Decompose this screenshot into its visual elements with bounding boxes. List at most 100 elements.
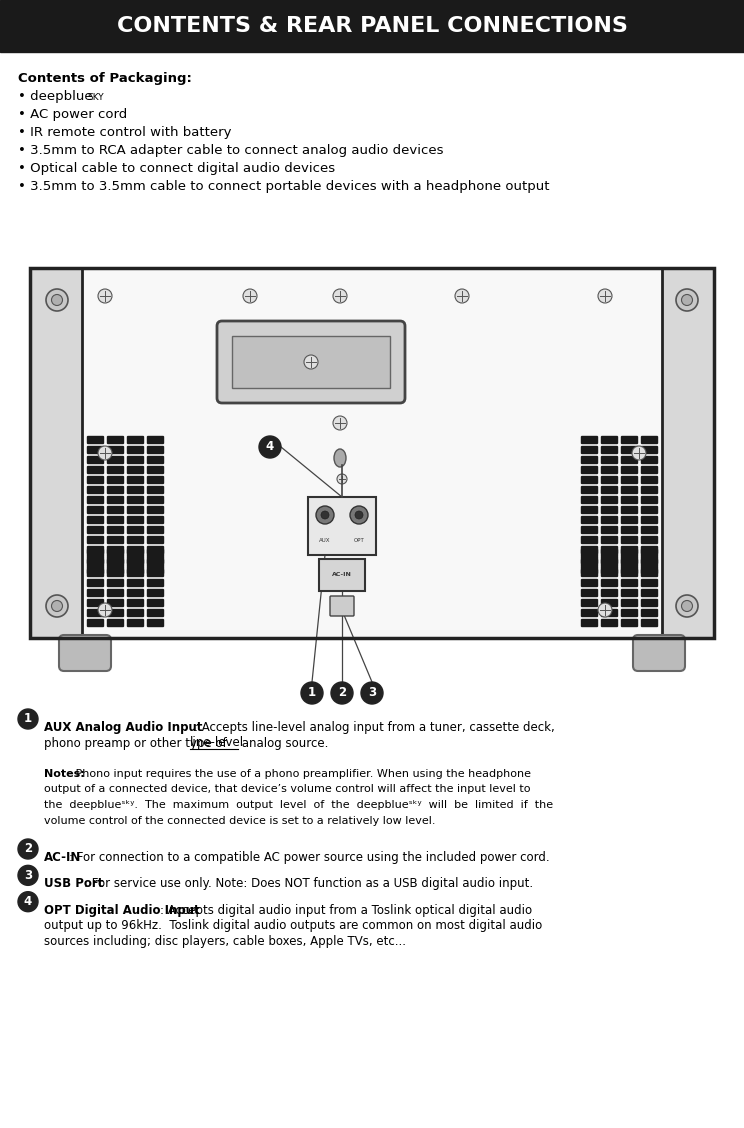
FancyBboxPatch shape	[620, 505, 638, 514]
FancyBboxPatch shape	[620, 435, 638, 444]
FancyBboxPatch shape	[620, 579, 638, 588]
FancyBboxPatch shape	[641, 546, 658, 554]
FancyBboxPatch shape	[620, 609, 638, 617]
FancyBboxPatch shape	[601, 619, 618, 627]
FancyBboxPatch shape	[87, 435, 104, 444]
FancyBboxPatch shape	[107, 609, 124, 617]
FancyBboxPatch shape	[107, 536, 124, 544]
Circle shape	[321, 511, 329, 519]
FancyBboxPatch shape	[581, 579, 598, 588]
FancyBboxPatch shape	[126, 619, 144, 627]
FancyBboxPatch shape	[126, 599, 144, 607]
FancyBboxPatch shape	[126, 558, 144, 567]
FancyBboxPatch shape	[601, 599, 618, 607]
FancyBboxPatch shape	[601, 435, 618, 444]
FancyBboxPatch shape	[641, 599, 658, 607]
FancyBboxPatch shape	[147, 476, 164, 484]
FancyBboxPatch shape	[601, 579, 618, 588]
FancyBboxPatch shape	[126, 589, 144, 597]
FancyBboxPatch shape	[641, 515, 658, 525]
FancyBboxPatch shape	[620, 526, 638, 535]
FancyBboxPatch shape	[87, 549, 104, 557]
FancyBboxPatch shape	[126, 486, 144, 494]
FancyBboxPatch shape	[126, 566, 144, 574]
Text: OPT Digital Audio Input: OPT Digital Audio Input	[44, 904, 199, 917]
Text: USB Port: USB Port	[44, 878, 103, 890]
Text: 3: 3	[368, 687, 376, 699]
Circle shape	[676, 289, 698, 311]
FancyBboxPatch shape	[107, 476, 124, 484]
Circle shape	[18, 892, 38, 911]
Text: 3: 3	[24, 869, 32, 882]
FancyBboxPatch shape	[601, 466, 618, 474]
Circle shape	[355, 511, 363, 519]
FancyBboxPatch shape	[620, 536, 638, 544]
FancyBboxPatch shape	[126, 446, 144, 455]
Text: 1: 1	[308, 687, 316, 699]
FancyBboxPatch shape	[126, 556, 144, 564]
FancyBboxPatch shape	[601, 446, 618, 455]
FancyBboxPatch shape	[126, 579, 144, 588]
Circle shape	[316, 506, 334, 525]
FancyBboxPatch shape	[107, 466, 124, 474]
FancyBboxPatch shape	[620, 476, 638, 484]
FancyBboxPatch shape	[581, 599, 598, 607]
FancyBboxPatch shape	[641, 549, 658, 557]
FancyBboxPatch shape	[601, 486, 618, 494]
Circle shape	[51, 294, 62, 306]
FancyBboxPatch shape	[620, 556, 638, 564]
Circle shape	[455, 289, 469, 303]
FancyBboxPatch shape	[147, 456, 164, 465]
Text: 4: 4	[24, 896, 32, 908]
FancyBboxPatch shape	[641, 466, 658, 474]
FancyBboxPatch shape	[87, 599, 104, 607]
FancyBboxPatch shape	[620, 549, 638, 557]
Text: • 3.5mm to RCA adapter cable to connect analog audio devices: • 3.5mm to RCA adapter cable to connect …	[18, 144, 443, 157]
FancyBboxPatch shape	[107, 486, 124, 494]
FancyBboxPatch shape	[87, 466, 104, 474]
FancyBboxPatch shape	[147, 569, 164, 578]
FancyBboxPatch shape	[87, 536, 104, 544]
FancyBboxPatch shape	[147, 599, 164, 607]
FancyBboxPatch shape	[641, 476, 658, 484]
FancyBboxPatch shape	[147, 556, 164, 564]
Circle shape	[46, 289, 68, 311]
FancyBboxPatch shape	[641, 456, 658, 465]
FancyBboxPatch shape	[601, 526, 618, 535]
Circle shape	[259, 437, 281, 458]
Ellipse shape	[334, 449, 346, 467]
FancyBboxPatch shape	[87, 496, 104, 504]
FancyBboxPatch shape	[147, 549, 164, 557]
FancyBboxPatch shape	[87, 589, 104, 597]
FancyBboxPatch shape	[581, 496, 598, 504]
Circle shape	[361, 682, 383, 704]
FancyBboxPatch shape	[601, 515, 618, 525]
FancyBboxPatch shape	[581, 456, 598, 465]
FancyBboxPatch shape	[581, 558, 598, 567]
FancyBboxPatch shape	[147, 558, 164, 567]
Circle shape	[18, 839, 38, 860]
Circle shape	[46, 594, 68, 617]
Text: analog source.: analog source.	[238, 737, 328, 749]
FancyBboxPatch shape	[126, 546, 144, 554]
FancyBboxPatch shape	[87, 476, 104, 484]
FancyBboxPatch shape	[581, 505, 598, 514]
FancyBboxPatch shape	[581, 546, 598, 554]
FancyBboxPatch shape	[581, 609, 598, 617]
FancyBboxPatch shape	[581, 435, 598, 444]
Text: the  deepblueˢᵏʸ.  The  maximum  output  level  of  the  deepblueˢᵏʸ  will  be  : the deepblueˢᵏʸ. The maximum output leve…	[44, 800, 553, 810]
Circle shape	[598, 289, 612, 303]
Text: : Accepts line-level analog input from a tuner, cassette deck,: : Accepts line-level analog input from a…	[194, 721, 555, 734]
FancyBboxPatch shape	[107, 556, 124, 564]
FancyBboxPatch shape	[147, 536, 164, 544]
FancyBboxPatch shape	[87, 558, 104, 567]
FancyBboxPatch shape	[107, 589, 124, 597]
Text: Contents of Packaging:: Contents of Packaging:	[18, 72, 192, 85]
FancyBboxPatch shape	[641, 446, 658, 455]
Circle shape	[333, 416, 347, 430]
FancyBboxPatch shape	[107, 515, 124, 525]
FancyBboxPatch shape	[601, 556, 618, 564]
Text: AUX: AUX	[319, 538, 331, 544]
FancyBboxPatch shape	[87, 505, 104, 514]
Text: 2: 2	[24, 843, 32, 855]
